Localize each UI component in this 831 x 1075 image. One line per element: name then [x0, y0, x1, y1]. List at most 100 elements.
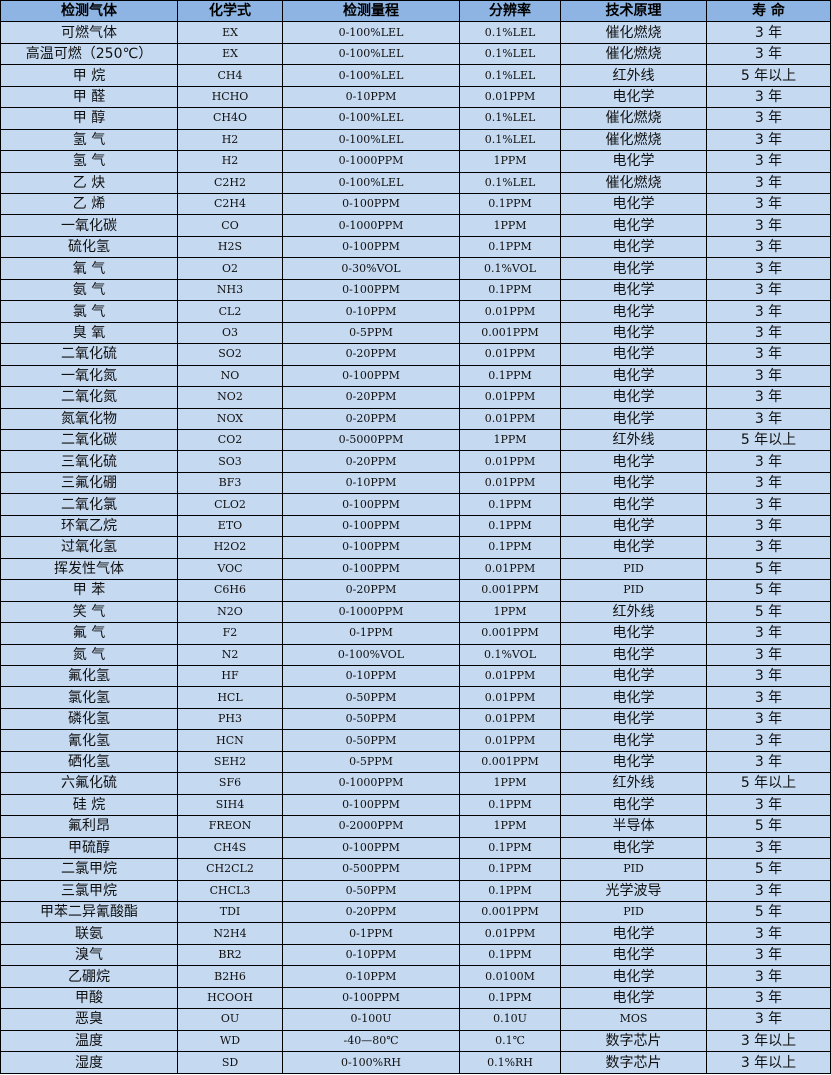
gas-cell: 氨 气 [0, 278, 178, 302]
formula-cell: VOC [177, 557, 283, 581]
resolution-cell: 1PPM [459, 214, 561, 237]
range-cell: 0-100PPM [282, 493, 460, 516]
formula-cell: N2O [177, 600, 283, 624]
resolution-cell: 0.1%VOL [459, 643, 561, 666]
table-row: 湿度 SD 0-100%RH 0.1%RH 数字芯片 3 年以上 [0, 1051, 831, 1074]
range-cell: 0-30%VOL [282, 257, 460, 280]
range-cell: 0-50PPM [282, 879, 460, 902]
principle-cell: 半导体 [560, 815, 707, 838]
table-row: 二氧化氯 CLO2 0-100PPM 0.1PPM 电化学 3 年 [0, 493, 831, 516]
table-row: 溴气 BR2 0-10PPM 0.1PPM 电化学 3 年 [0, 943, 831, 967]
table-row: 笑 气 N2O 0-1000PPM 1PPM 红外线 5 年 [0, 600, 831, 624]
resolution-cell: 0.1%LEL [459, 128, 561, 152]
resolution-cell: 0.1PPM [459, 879, 561, 902]
principle-cell: 电化学 [560, 943, 707, 967]
principle-cell: 电化学 [560, 514, 707, 538]
gas-cell: 甲硫醇 [0, 836, 178, 860]
table-row: 甲 苯 C6H6 0-20PPM 0.001PPM PID 5 年 [0, 579, 831, 602]
lifetime-cell: 3 年 [706, 879, 831, 902]
range-cell: 0-20PPM [282, 450, 460, 473]
lifetime-cell: 3 年 [706, 836, 831, 860]
principle-cell: 催化燃烧 [560, 21, 707, 44]
gas-cell: 三氟化硼 [0, 471, 178, 495]
gas-cell: 恶臭 [0, 1008, 178, 1031]
principle-cell: 电化学 [560, 664, 707, 688]
lifetime-cell: 3 年 [706, 622, 831, 645]
range-cell: -40—80℃ [282, 1029, 460, 1053]
formula-cell: HCHO [177, 85, 283, 109]
gas-cell: 甲苯二异氰酸酯 [0, 900, 178, 924]
lifetime-cell: 3 年以上 [706, 1051, 831, 1074]
range-cell: 0-10PPM [282, 300, 460, 323]
principle-cell: 电化学 [560, 536, 707, 559]
principle-cell: 电化学 [560, 750, 707, 774]
range-cell: 0-100PPM [282, 536, 460, 559]
formula-cell: SO3 [177, 450, 283, 473]
formula-cell: CH4 [177, 64, 283, 87]
formula-cell: CH4O [177, 107, 283, 130]
formula-cell: BF3 [177, 471, 283, 495]
gas-cell: 一氧化碳 [0, 214, 178, 237]
resolution-cell: 0.1℃ [459, 1029, 561, 1053]
lifetime-cell: 3 年 [706, 664, 831, 688]
range-cell: 0-20PPM [282, 407, 460, 431]
principle-cell: 电化学 [560, 965, 707, 988]
gas-cell: 二氧化氯 [0, 493, 178, 516]
table-row: 环氧乙烷 ETO 0-100PPM 0.1PPM 电化学 3 年 [0, 514, 831, 538]
gas-cell: 氟 气 [0, 622, 178, 645]
formula-cell: C2H2 [177, 171, 283, 195]
resolution-cell: 0.01PPM [459, 407, 561, 431]
lifetime-cell: 3 年 [706, 42, 831, 66]
table-row: 甲 醇 CH4O 0-100%LEL 0.1%LEL 催化燃烧 3 年 [0, 107, 831, 130]
lifetime-cell: 3 年 [706, 257, 831, 280]
table-row: 三氧化硫 SO3 0-20PPM 0.01PPM 电化学 3 年 [0, 450, 831, 473]
resolution-cell: 0.1PPM [459, 364, 561, 388]
range-cell: 0-100U [282, 1008, 460, 1031]
resolution-cell: 0.1%LEL [459, 42, 561, 66]
principle-cell: 电化学 [560, 729, 707, 752]
gas-cell: 甲 烷 [0, 64, 178, 87]
lifetime-cell: 5 年 [706, 815, 831, 838]
resolution-cell: 0.01PPM [459, 686, 561, 709]
formula-cell: SIH4 [177, 793, 283, 817]
principle-cell: 数字芯片 [560, 1029, 707, 1053]
lifetime-cell: 3 年 [706, 300, 831, 323]
formula-cell: SD [177, 1051, 283, 1074]
range-cell: 0-20PPM [282, 579, 460, 602]
range-cell: 0-50PPM [282, 729, 460, 752]
range-cell: 0-1PPM [282, 922, 460, 945]
range-cell: 0-100%LEL [282, 171, 460, 195]
resolution-cell: 0.01PPM [459, 85, 561, 109]
lifetime-cell: 3 年 [706, 536, 831, 559]
range-cell: 0-5PPM [282, 321, 460, 345]
table-row: 氯 气 CL2 0-10PPM 0.01PPM 电化学 3 年 [0, 300, 831, 323]
formula-cell: PH3 [177, 707, 283, 731]
resolution-cell: 1PPM [459, 600, 561, 624]
table-row: 氮氧化物 NOX 0-20PPM 0.01PPM 电化学 3 年 [0, 407, 831, 431]
gas-cell: 乙 烯 [0, 193, 178, 216]
range-cell: 0-100%VOL [282, 643, 460, 666]
lifetime-cell: 3 年 [706, 386, 831, 409]
gas-cell: 氧 气 [0, 257, 178, 280]
formula-cell: H2O2 [177, 536, 283, 559]
lifetime-cell: 3 年 [706, 514, 831, 538]
formula-cell: HCOOH [177, 986, 283, 1010]
gas-cell: 高温可燃（250℃） [0, 42, 178, 66]
lifetime-cell: 3 年 [706, 1008, 831, 1031]
resolution-cell: 1PPM [459, 815, 561, 838]
lifetime-cell: 3 年 [706, 965, 831, 988]
resolution-cell: 1PPM [459, 150, 561, 173]
resolution-cell: 0.1PPM [459, 943, 561, 967]
resolution-cell: 0.1PPM [459, 836, 561, 860]
resolution-cell: 0.01PPM [459, 300, 561, 323]
gas-cell: 乙 炔 [0, 171, 178, 195]
table-row: 氟利昂 FREON 0-2000PPM 1PPM 半导体 5 年 [0, 815, 831, 838]
gas-cell: 二氯甲烷 [0, 858, 178, 881]
principle-cell: 红外线 [560, 600, 707, 624]
principle-cell: 电化学 [560, 321, 707, 345]
table-row: 氢 气 H2 0-1000PPM 1PPM 电化学 3 年 [0, 150, 831, 173]
table-row: 硫化氢 H2S 0-100PPM 0.1PPM 电化学 3 年 [0, 235, 831, 259]
gas-cell: 氟化氢 [0, 664, 178, 688]
range-cell: 0-10PPM [282, 664, 460, 688]
table-row: 氯化氢 HCL 0-50PPM 0.01PPM 电化学 3 年 [0, 686, 831, 709]
